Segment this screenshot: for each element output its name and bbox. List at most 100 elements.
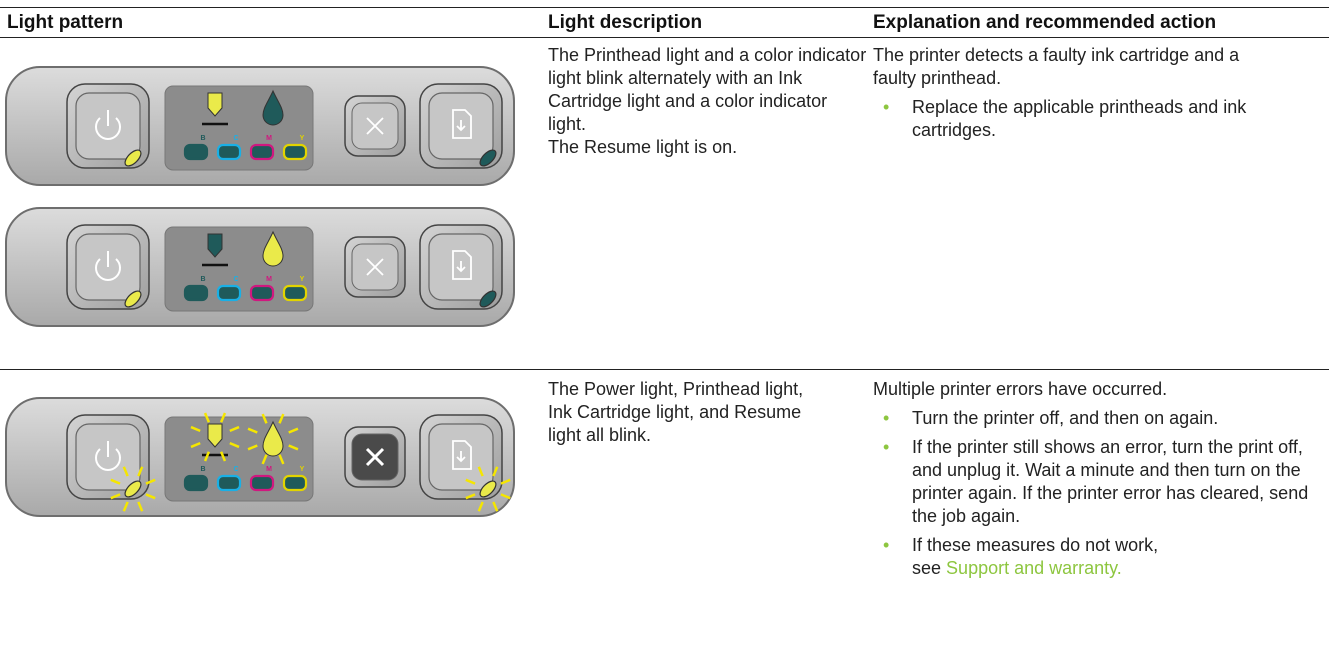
printhead-light bbox=[207, 233, 223, 258]
light-ray bbox=[492, 501, 499, 512]
header-cell: Explanation and recommended action bbox=[873, 12, 1217, 33]
paragraph: Multiple printer errors have occurred. bbox=[873, 379, 1168, 399]
light-ray bbox=[219, 451, 227, 462]
cartridge-light bbox=[183, 284, 209, 302]
power-light bbox=[124, 149, 142, 167]
cartridge-label: M bbox=[266, 135, 272, 142]
light-ray bbox=[203, 412, 211, 423]
cartridge-label: Y bbox=[300, 466, 305, 473]
cartridge-light bbox=[282, 143, 308, 161]
light-ray bbox=[477, 466, 484, 477]
description: The Printhead light and a color indicato… bbox=[548, 44, 870, 159]
light-ray bbox=[190, 441, 201, 449]
power-light bbox=[124, 480, 142, 498]
light-ray bbox=[288, 444, 299, 451]
paragraph: The Printhead light and a color indicato… bbox=[548, 45, 867, 134]
light-ray bbox=[465, 478, 476, 485]
resume-light bbox=[479, 480, 497, 498]
description: The Power light, Printhead light, Ink Ca… bbox=[548, 378, 828, 447]
cartridge-label: M bbox=[266, 276, 272, 283]
illustrations: B C M Y B C M Y B C M Y bbox=[5, 66, 515, 517]
explanation: The printer detects a faulty ink cartrid… bbox=[873, 44, 1325, 142]
row-rule bbox=[0, 369, 1329, 370]
cartridge-light bbox=[183, 474, 209, 492]
light-ray bbox=[278, 454, 285, 465]
cartridge-light bbox=[282, 284, 308, 302]
paragraph: The Power light, Printhead light, Ink Ca… bbox=[548, 379, 804, 445]
light-ray bbox=[145, 493, 156, 500]
light-ray bbox=[247, 427, 258, 434]
cartridge-label: B bbox=[200, 276, 205, 283]
resume-icon bbox=[452, 440, 472, 470]
cartridge-label: M bbox=[266, 466, 272, 473]
bullet-text: If these measures do not work, see bbox=[912, 535, 1159, 578]
paragraph: The printer detects a faulty ink cartrid… bbox=[873, 45, 1240, 88]
cartridge-light bbox=[216, 284, 242, 302]
light-ray bbox=[190, 425, 201, 433]
resume-icon bbox=[452, 250, 472, 280]
light-ray bbox=[492, 466, 499, 477]
cancel-icon bbox=[366, 258, 384, 276]
header-cell: Light pattern bbox=[7, 12, 124, 33]
printhead-light bbox=[207, 423, 223, 448]
resume-icon bbox=[452, 109, 472, 139]
light-ray bbox=[145, 478, 156, 485]
cartridge-label: C bbox=[233, 135, 238, 142]
bullet: Turn the printer off, and then on again. bbox=[873, 407, 1325, 430]
power-icon bbox=[95, 448, 121, 471]
cartridge-label: B bbox=[200, 135, 205, 142]
power-icon bbox=[95, 117, 121, 140]
light-ray bbox=[247, 444, 258, 451]
light-ray bbox=[137, 466, 144, 477]
light-ray bbox=[110, 478, 121, 485]
header-rule bbox=[0, 37, 1329, 38]
light-ray bbox=[288, 427, 299, 434]
cartridge-label: Y bbox=[300, 276, 305, 283]
ink-drop-light bbox=[262, 89, 284, 126]
printhead-light bbox=[207, 92, 223, 117]
cancel-icon bbox=[365, 447, 385, 467]
power-icon bbox=[95, 258, 121, 281]
light-ray bbox=[203, 451, 211, 462]
light-ray bbox=[229, 425, 240, 433]
light-ray bbox=[110, 493, 121, 500]
power-light bbox=[124, 290, 142, 308]
light-ray bbox=[229, 441, 240, 449]
cartridge-label: C bbox=[233, 276, 238, 283]
cancel-icon bbox=[366, 117, 384, 135]
light-ray bbox=[261, 413, 268, 424]
cartridge-light bbox=[249, 474, 275, 492]
cartridge-label: B bbox=[200, 466, 205, 473]
bullet: If these measures do not work, see Suppo… bbox=[873, 534, 1162, 580]
light-ray bbox=[137, 501, 144, 512]
cartridge-label: C bbox=[233, 466, 238, 473]
link[interactable]: Support and warranty. bbox=[946, 558, 1122, 578]
cartridge-light bbox=[216, 143, 242, 161]
light-ray bbox=[261, 454, 268, 465]
light-ray bbox=[477, 501, 484, 512]
bullet: If the printer still shows an error, tur… bbox=[873, 436, 1320, 528]
paragraph: The Resume light is on. bbox=[548, 137, 738, 157]
cartridge-light bbox=[249, 284, 275, 302]
top-rule bbox=[0, 7, 1329, 8]
light-ray bbox=[465, 493, 476, 500]
light-ray bbox=[500, 493, 511, 500]
resume-light bbox=[479, 149, 497, 167]
bullet: Replace the applicable printheads and in… bbox=[873, 96, 1312, 142]
ink-drop-light bbox=[262, 420, 284, 457]
explanation: Multiple printer errors have occurred. T… bbox=[873, 378, 1325, 580]
resume-light bbox=[479, 290, 497, 308]
header-cell: Light description bbox=[548, 12, 703, 33]
cartridge-label: Y bbox=[300, 135, 305, 142]
cartridge-light bbox=[183, 143, 209, 161]
light-ray bbox=[219, 412, 227, 423]
cartridge-light bbox=[216, 474, 242, 492]
light-ray bbox=[500, 478, 511, 485]
light-ray bbox=[122, 466, 129, 477]
light-ray bbox=[122, 501, 129, 512]
cartridge-light bbox=[282, 474, 308, 492]
